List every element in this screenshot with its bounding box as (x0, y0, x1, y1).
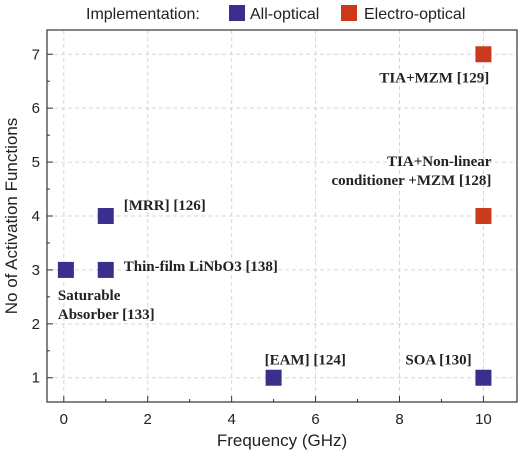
legend-title: Implementation: (86, 6, 200, 23)
y-tick-label: 3 (32, 262, 40, 279)
data-point-all-optical (97, 261, 114, 278)
y-tick-label: 7 (32, 46, 40, 63)
data-point-all-optical (57, 261, 74, 278)
x-axis-title: Frequency (GHz) (217, 431, 347, 450)
legend: Implementation: All-optical Electro-opti… (86, 5, 465, 23)
point-labels: [MRR] [126] Thin-film LiNbO3 [138]Saturab… (58, 70, 492, 368)
data-point-electro-optical (475, 46, 492, 63)
point-label: Absorber [133] (58, 307, 155, 323)
legend-swatch-all-optical (229, 5, 245, 21)
point-label: [MRR] [126] (124, 198, 206, 214)
data-point-all-optical (475, 369, 492, 386)
point-label: SOA [130] (405, 353, 471, 369)
legend-label-electro-optical: Electro-optical (364, 6, 465, 23)
y-tick-label: 6 (32, 100, 40, 117)
data-point-all-optical (97, 208, 114, 224)
y-tick-label: 4 (32, 208, 40, 225)
y-axis-title: No of Activation Functions (2, 118, 21, 315)
x-tick-label: 8 (395, 411, 403, 428)
point-label: Saturable (58, 288, 121, 304)
x-tick-label: 10 (475, 411, 492, 428)
y-tick-label: 1 (32, 370, 40, 387)
x-tick-label: 0 (60, 411, 68, 428)
x-tick-label: 4 (227, 411, 235, 428)
point-label: Thin-film LiNbO3 [138] (124, 259, 278, 275)
data-point-all-optical (265, 369, 282, 386)
point-label: conditioner +MZM [128] (332, 173, 492, 189)
point-label: TIA+Non-linear (387, 154, 492, 170)
y-tick-label: 5 (32, 154, 40, 171)
point-label: TIA+MZM [129] (379, 70, 489, 86)
x-tick-label: 2 (144, 411, 152, 428)
data-point-electro-optical (475, 208, 492, 224)
data-points (57, 46, 492, 386)
y-tick-label: 2 (32, 316, 40, 333)
grid (47, 30, 517, 402)
legend-label-all-optical: All-optical (250, 6, 319, 23)
legend-swatch-electro-optical (341, 5, 357, 21)
point-label: [EAM] [124] (265, 353, 346, 369)
x-tick-label: 6 (311, 411, 319, 428)
